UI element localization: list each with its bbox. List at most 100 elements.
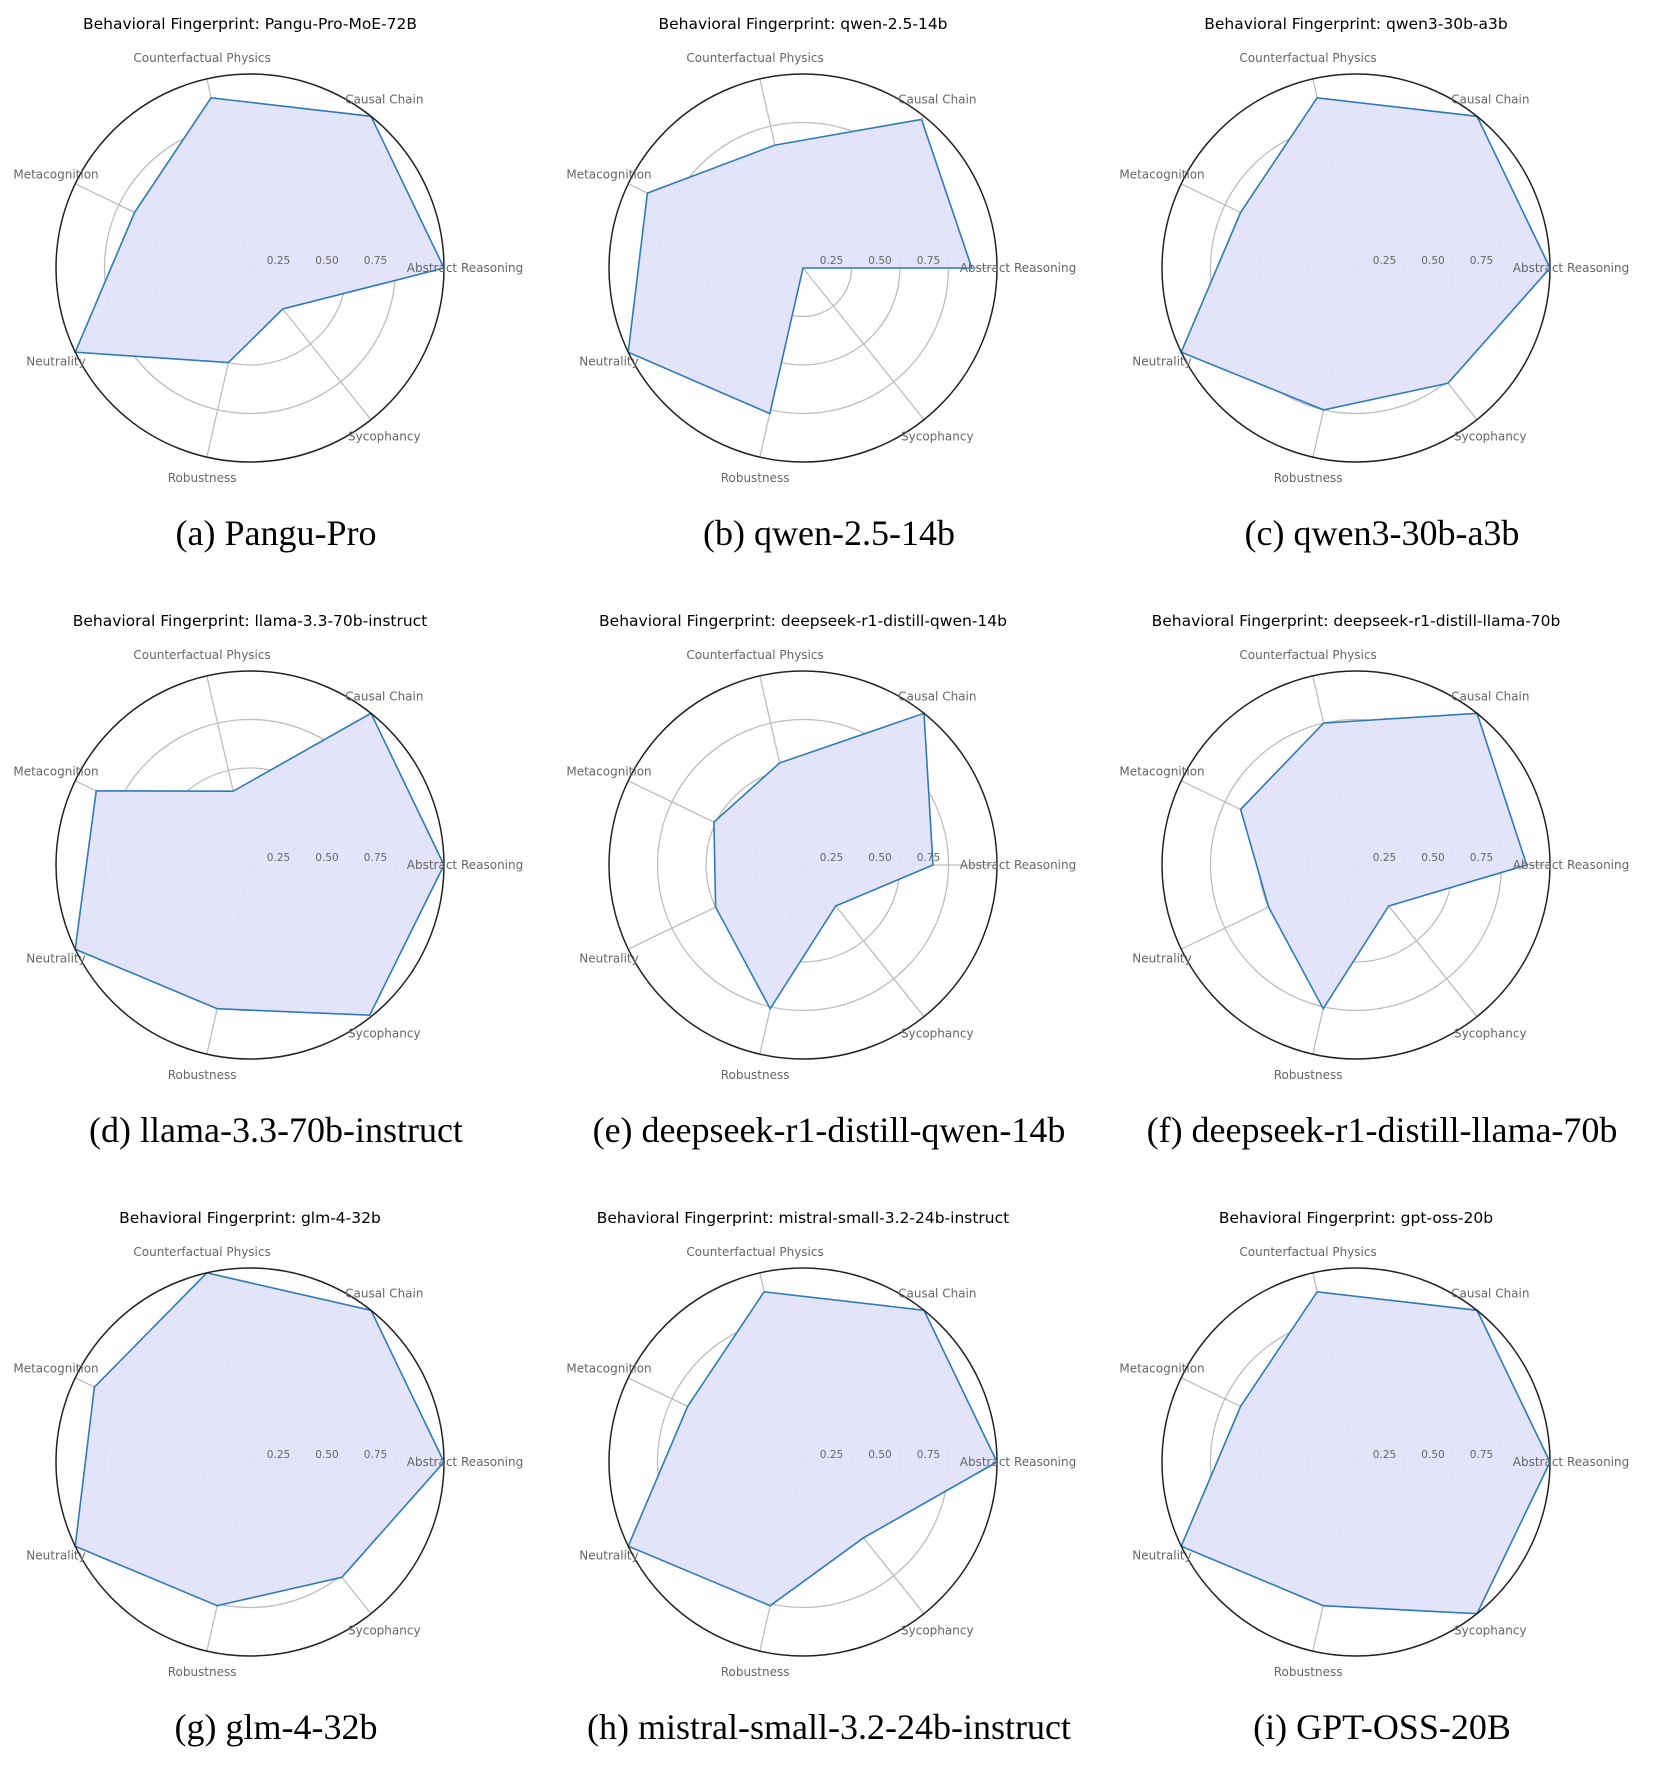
axis-label: Robustness xyxy=(721,1068,790,1082)
chart-title: Behavioral Fingerprint: deepseek-r1-dist… xyxy=(599,612,1007,630)
axis-label: Metacognition xyxy=(1119,765,1204,779)
axis-label: Abstract Reasoning xyxy=(960,261,1076,275)
series-line xyxy=(1180,96,1551,411)
axis-label: Sycophancy xyxy=(1454,429,1527,443)
radial-tick-label: 0.25 xyxy=(267,255,290,267)
radial-tick-label: 0.25 xyxy=(267,1449,290,1461)
radar-chart: Behavioral Fingerprint: glm-4-32b 0.25 0.5… xyxy=(13,1209,523,1679)
radar-panel: Behavioral Fingerprint: glm-4-32b 0.25 0.5… xyxy=(0,1194,552,1788)
axis-label: Abstract Reasoning xyxy=(960,1455,1076,1469)
axis-label: Abstract Reasoning xyxy=(960,858,1076,872)
chart-title: Behavioral Fingerprint: glm-4-32b xyxy=(119,1209,381,1227)
series-area xyxy=(713,713,933,1009)
chart-title: Behavioral Fingerprint: deepseek-r1-dist… xyxy=(1152,612,1561,630)
radar-chart: Behavioral Fingerprint: mistral-small-3.… xyxy=(566,1209,1076,1679)
figure-caption: (b) qwen-2.5-14b xyxy=(703,513,955,553)
chart-title: Behavioral Fingerprint: Pangu-Pro-MoE-72… xyxy=(83,15,417,33)
axis-label: Neutrality xyxy=(1132,1548,1191,1562)
radar-chart: Behavioral Fingerprint: deepseek-r1-dist… xyxy=(1119,612,1629,1082)
axis-label: Causal Chain xyxy=(1451,1287,1529,1301)
radar-chart: Behavioral Fingerprint: gpt-oss-20b 0.25 0… xyxy=(1119,1209,1629,1679)
radial-tick-label: 0.75 xyxy=(917,255,940,267)
axis-label: Metacognition xyxy=(1119,168,1204,182)
axis-label: Sycophancy xyxy=(348,1026,421,1040)
axis-label: Abstract Reasoning xyxy=(1513,261,1629,275)
series-line xyxy=(1239,712,1528,1011)
axis-label: Counterfactual Physics xyxy=(133,1245,270,1259)
radar-chart: Behavioral Fingerprint: qwen3-30b-a3b 0.2… xyxy=(1119,15,1629,485)
series-line xyxy=(713,712,934,1011)
chart-title: Behavioral Fingerprint: gpt-oss-20b xyxy=(1219,1209,1493,1227)
polar-frame xyxy=(608,670,998,1060)
radial-tick-label: 0.75 xyxy=(364,255,387,267)
axis-label: Sycophancy xyxy=(901,1026,974,1040)
figure-caption: (e) deepseek-r1-distill-qwen-14b xyxy=(592,1110,1066,1150)
axis-label: Robustness xyxy=(168,1665,237,1679)
radar-panel: Behavioral Fingerprint: deepseek-r1-dist… xyxy=(1106,597,1658,1191)
radial-tick-label: 0.50 xyxy=(868,255,891,267)
axis-label: Causal Chain xyxy=(898,1287,976,1301)
axis-label: Abstract Reasoning xyxy=(407,261,523,275)
axis-label: Abstract Reasoning xyxy=(1513,1455,1629,1469)
axis-label: Counterfactual Physics xyxy=(686,1245,823,1259)
axis-label: Counterfactual Physics xyxy=(1239,1245,1376,1259)
radial-tick-label: 0.75 xyxy=(917,852,940,864)
figure-caption: (i) GPT-OSS-20B xyxy=(1253,1707,1511,1747)
axis-label: Neutrality xyxy=(579,354,638,368)
radial-tick-label: 0.50 xyxy=(1421,255,1444,267)
radial-tick-label: 0.50 xyxy=(315,1449,338,1461)
axis-label: Neutrality xyxy=(26,1548,85,1562)
axis-label: Sycophancy xyxy=(1454,1026,1527,1040)
radar-panel: Behavioral Fingerprint: mistral-small-3.… xyxy=(553,1194,1105,1788)
radial-tick-label: 0.25 xyxy=(820,1449,843,1461)
axis-label: Metacognition xyxy=(13,168,98,182)
axis-label: Metacognition xyxy=(13,765,98,779)
axis-label: Counterfactual Physics xyxy=(686,648,823,662)
radial-tick-label: 0.50 xyxy=(1421,852,1444,864)
axis-label: Neutrality xyxy=(1132,951,1191,965)
radial-tick-label: 0.25 xyxy=(820,255,843,267)
radial-tick-label: 0.50 xyxy=(315,255,338,267)
radial-tick-label: 0.25 xyxy=(820,852,843,864)
series-area xyxy=(628,1291,997,1606)
series-line xyxy=(74,712,445,1017)
figure-caption: (h) mistral-small-3.2-24b-instruct xyxy=(587,1707,1071,1747)
axis-label: Metacognition xyxy=(1119,1362,1204,1376)
axis-label: Causal Chain xyxy=(1451,690,1529,704)
radial-tick-label: 0.25 xyxy=(1373,1449,1396,1461)
polar-frame xyxy=(608,73,998,463)
series-area xyxy=(75,1272,444,1606)
axis-label: Sycophancy xyxy=(901,1623,974,1637)
chart-title: Behavioral Fingerprint: qwen3-30b-a3b xyxy=(1204,15,1507,33)
axis-label: Neutrality xyxy=(26,951,85,965)
series-area xyxy=(1181,1291,1550,1614)
polar-frame xyxy=(55,1267,445,1657)
axis-label: Robustness xyxy=(168,471,237,485)
series-line xyxy=(627,1290,999,1607)
axis-label: Sycophancy xyxy=(901,429,974,443)
series-line xyxy=(627,118,973,415)
polar-frame xyxy=(1161,1267,1551,1657)
axis-label: Neutrality xyxy=(579,1548,638,1562)
axis-label: Metacognition xyxy=(13,1362,98,1376)
figure-caption: (d) llama-3.3-70b-instruct xyxy=(89,1110,463,1150)
axis-label: Robustness xyxy=(168,1068,237,1082)
axis-label: Causal Chain xyxy=(898,690,976,704)
series-line xyxy=(74,96,446,364)
axis-label: Counterfactual Physics xyxy=(686,51,823,65)
chart-title: Behavioral Fingerprint: llama-3.3-70b-in… xyxy=(73,612,428,630)
axis-label: Neutrality xyxy=(579,951,638,965)
radar-panel: Behavioral Fingerprint: llama-3.3-70b-in… xyxy=(0,597,552,1191)
figure-caption: (f) deepseek-r1-distill-llama-70b xyxy=(1146,1110,1618,1150)
axis-label: Metacognition xyxy=(566,1362,651,1376)
radial-tick-label: 0.50 xyxy=(315,852,338,864)
polar-frame xyxy=(55,670,445,1060)
polar-frame xyxy=(608,1267,998,1657)
radial-tick-label: 0.75 xyxy=(1470,852,1493,864)
axis-label: Robustness xyxy=(1274,471,1343,485)
axis-label: Counterfactual Physics xyxy=(1239,648,1376,662)
radar-panel: Behavioral Fingerprint: qwen-2.5-14b 0.25… xyxy=(553,0,1105,594)
radial-tick-label: 0.75 xyxy=(364,852,387,864)
axis-label: Counterfactual Physics xyxy=(1239,51,1376,65)
axis-label: Robustness xyxy=(721,471,790,485)
